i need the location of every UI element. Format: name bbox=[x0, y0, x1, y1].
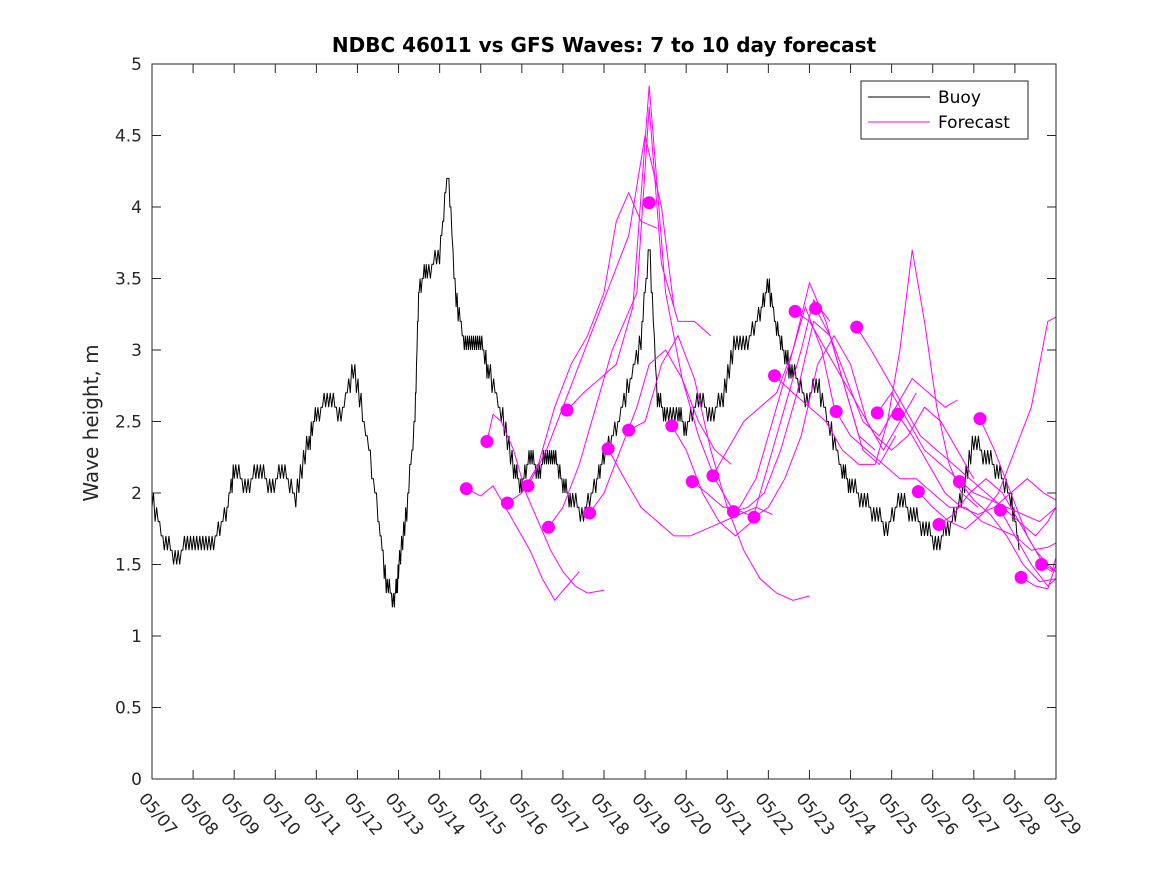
forecast-marker bbox=[480, 435, 494, 448]
forecast-marker bbox=[1035, 558, 1049, 571]
forecast-line bbox=[466, 485, 580, 602]
forecast-line bbox=[607, 448, 773, 537]
forecast-line bbox=[753, 334, 917, 518]
forecast-marker bbox=[706, 469, 720, 483]
forecast-marker bbox=[973, 412, 987, 426]
forecast-line bbox=[1020, 564, 1056, 590]
chart-title: NDBC 46011 vs GFS Waves: 7 to 10 day for… bbox=[332, 33, 877, 57]
forecast-line bbox=[815, 308, 958, 437]
forecast-marker bbox=[521, 479, 535, 493]
forecast-markers bbox=[459, 196, 1049, 584]
forecast-marker bbox=[642, 196, 656, 210]
x-tick-label: 05/11 bbox=[299, 789, 346, 839]
x-tick-label: 05/19 bbox=[627, 789, 674, 839]
x-tick-label: 05/12 bbox=[340, 789, 387, 839]
x-tick-label: 05/17 bbox=[545, 789, 592, 839]
forecast-marker bbox=[665, 419, 679, 433]
x-tick-label: 05/16 bbox=[504, 789, 551, 839]
legend-forecast-label: Forecast bbox=[938, 113, 1010, 133]
forecast-line bbox=[917, 316, 1056, 530]
y-axis: 0 0.5 1 1.5 2 2.5 3 3.5 4 4.5 5 bbox=[115, 55, 1056, 790]
x-tick-label: 05/28 bbox=[997, 789, 1044, 839]
legend: Buoy Forecast bbox=[860, 80, 1029, 140]
x-tick-label: 05/24 bbox=[833, 789, 880, 839]
forecast-marker bbox=[726, 505, 740, 519]
x-tick-label: 05/20 bbox=[668, 789, 715, 839]
forecast-line bbox=[527, 135, 675, 487]
x-tick-label: 05/21 bbox=[709, 789, 756, 839]
forecast-marker bbox=[601, 442, 615, 456]
forecast-marker bbox=[768, 369, 781, 383]
forecast-line bbox=[507, 191, 658, 504]
y-tick-label: 3.5 bbox=[115, 270, 142, 290]
y-tick-label: 3 bbox=[131, 341, 142, 361]
x-tick-label: 05/27 bbox=[956, 789, 1003, 839]
y-tick-label: 4 bbox=[131, 198, 142, 218]
y-tick-label: 2.5 bbox=[115, 413, 142, 433]
y-tick-label: 0.5 bbox=[115, 699, 142, 719]
forecast-marker bbox=[788, 304, 802, 318]
forecast-line bbox=[876, 391, 1056, 523]
forecast-line bbox=[774, 249, 979, 508]
x-tick-label: 05/09 bbox=[216, 789, 263, 839]
forecast-line bbox=[897, 414, 1056, 516]
forecast-marker bbox=[829, 405, 843, 418]
x-tick-label: 05/07 bbox=[134, 789, 181, 839]
buoy-line bbox=[152, 177, 1020, 608]
y-tick-label: 1.5 bbox=[115, 556, 142, 576]
y-tick-label: 2 bbox=[131, 484, 142, 504]
x-tick-label: 05/29 bbox=[1038, 789, 1085, 839]
x-tick-label: 05/18 bbox=[586, 789, 633, 839]
x-tick-label: 05/14 bbox=[422, 789, 469, 839]
forecast-marker bbox=[994, 503, 1007, 517]
forecast-line bbox=[486, 413, 605, 594]
forecast-line bbox=[733, 320, 897, 513]
forecast-marker bbox=[583, 506, 597, 520]
y-axis-label: Wave height, m bbox=[79, 344, 103, 501]
forecast-line bbox=[548, 106, 712, 528]
forecast-marker bbox=[932, 518, 946, 531]
forecast-marker bbox=[1014, 570, 1028, 584]
y-tick-label: 1 bbox=[131, 627, 142, 647]
x-tick-label: 05/15 bbox=[463, 789, 510, 839]
forecast-marker bbox=[685, 475, 699, 489]
legend-buoy-label: Buoy bbox=[938, 88, 981, 108]
forecast-marker bbox=[809, 302, 823, 315]
plot-frame bbox=[151, 63, 1057, 780]
forecast-line bbox=[566, 85, 732, 465]
forecast-marker bbox=[500, 496, 514, 510]
buoy-series bbox=[152, 177, 1020, 608]
x-tick-label: 05/22 bbox=[751, 789, 798, 839]
y-tick-label: 0 bbox=[131, 770, 142, 790]
forecast-marker bbox=[542, 520, 555, 534]
y-tick-label: 4.5 bbox=[115, 127, 142, 147]
legend-box bbox=[860, 80, 1029, 140]
forecast-line bbox=[856, 326, 1056, 537]
forecast-marker bbox=[870, 406, 884, 420]
x-tick-label: 05/08 bbox=[175, 789, 222, 839]
forecast-marker bbox=[747, 510, 761, 524]
x-tick-label: 05/13 bbox=[381, 789, 428, 839]
forecast-marker bbox=[560, 403, 574, 417]
forecast-marker bbox=[850, 320, 864, 334]
x-tick-label: 05/26 bbox=[915, 789, 962, 839]
forecast-marker bbox=[459, 482, 473, 496]
forecast-line bbox=[589, 349, 749, 515]
forecast-line bbox=[959, 481, 1056, 583]
forecast-line bbox=[1000, 509, 1056, 587]
forecast-line bbox=[628, 334, 810, 601]
forecast-marker bbox=[622, 423, 636, 437]
forecast-marker bbox=[952, 475, 966, 489]
forecast-marker bbox=[891, 407, 905, 421]
forecast-marker bbox=[911, 485, 925, 499]
x-tick-label: 05/23 bbox=[792, 789, 839, 839]
forecast-line bbox=[835, 411, 1056, 551]
y-tick-label: 5 bbox=[131, 55, 142, 75]
forecast-series-group bbox=[466, 85, 1056, 602]
x-tick-label: 05/10 bbox=[257, 789, 304, 839]
x-tick-label: 05/25 bbox=[874, 789, 921, 839]
forecast-line bbox=[794, 310, 975, 479]
